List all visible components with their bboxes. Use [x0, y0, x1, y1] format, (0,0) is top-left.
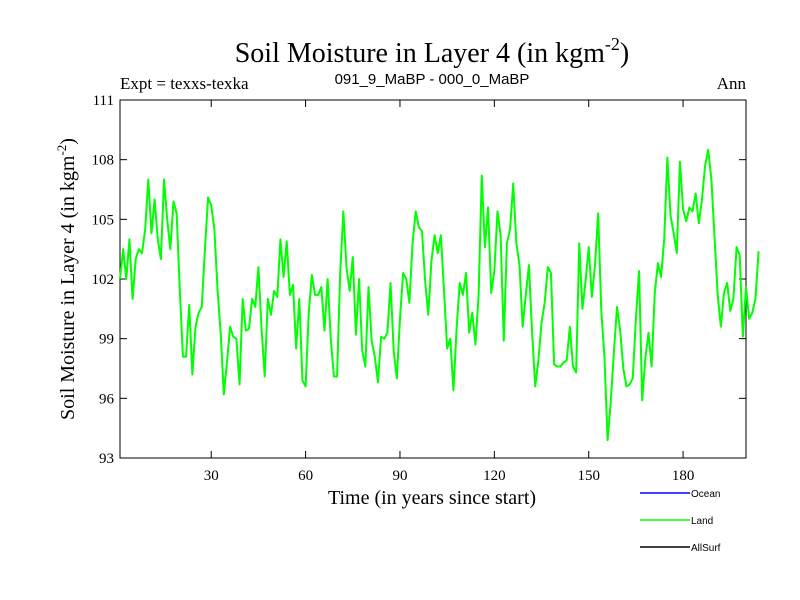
subtitle-left: Expt = texxs-texka	[120, 74, 249, 93]
y-tick-label: 96	[99, 391, 115, 407]
legend-label-land: Land	[691, 516, 713, 527]
legend-label-ocean: Ocean	[691, 489, 720, 500]
y-tick-label: 99	[99, 332, 114, 348]
chart-title-main: Soil Moisture in Layer 4 (in kgm	[235, 38, 605, 69]
y-tick-label: 105	[92, 212, 115, 228]
y-axis-label-main: Soil Moisture in Layer 4 (in kgm	[57, 155, 79, 420]
x-tick-label: 90	[392, 468, 407, 484]
y-tick-labels: 93 96 99 102 105 108 111	[92, 93, 115, 467]
chart-title-superscript: -2	[605, 34, 620, 54]
y-tick-label: 93	[99, 451, 114, 467]
y-tick-label: 102	[92, 272, 115, 288]
subtitle-center: 091_9_MaBP - 000_0_MaBP	[335, 71, 530, 88]
subtitle-right: Ann	[717, 74, 747, 93]
x-tick-label: 150	[577, 468, 600, 484]
plot-frame	[119, 99, 747, 459]
legend: Ocean Land AllSurf	[640, 489, 721, 554]
y-tick-label: 111	[93, 93, 114, 109]
y-axis-label-close: )	[57, 138, 79, 145]
chart-title-close: )	[620, 38, 629, 69]
x-tick-label: 30	[204, 468, 219, 484]
x-tick-labels: 30 60 90 120 150 180	[204, 468, 695, 484]
y-tick-label: 108	[92, 153, 115, 169]
y-axis-label-superscript: -2	[54, 145, 69, 156]
x-tick-label: 60	[298, 468, 313, 484]
legend-label-allsurf: AllSurf	[691, 543, 721, 554]
y-axis-label: Soil Moisture in Layer 4 (in kgm-2)	[54, 138, 79, 420]
axis-ticks	[120, 99, 746, 459]
x-axis-label: Time (in years since start)	[328, 487, 536, 509]
x-tick-label: 180	[672, 468, 695, 484]
series-line-land	[119, 148, 760, 442]
chart-title: Soil Moisture in Layer 4 (in kgm-2)	[235, 34, 630, 69]
x-tick-label: 120	[483, 468, 506, 484]
